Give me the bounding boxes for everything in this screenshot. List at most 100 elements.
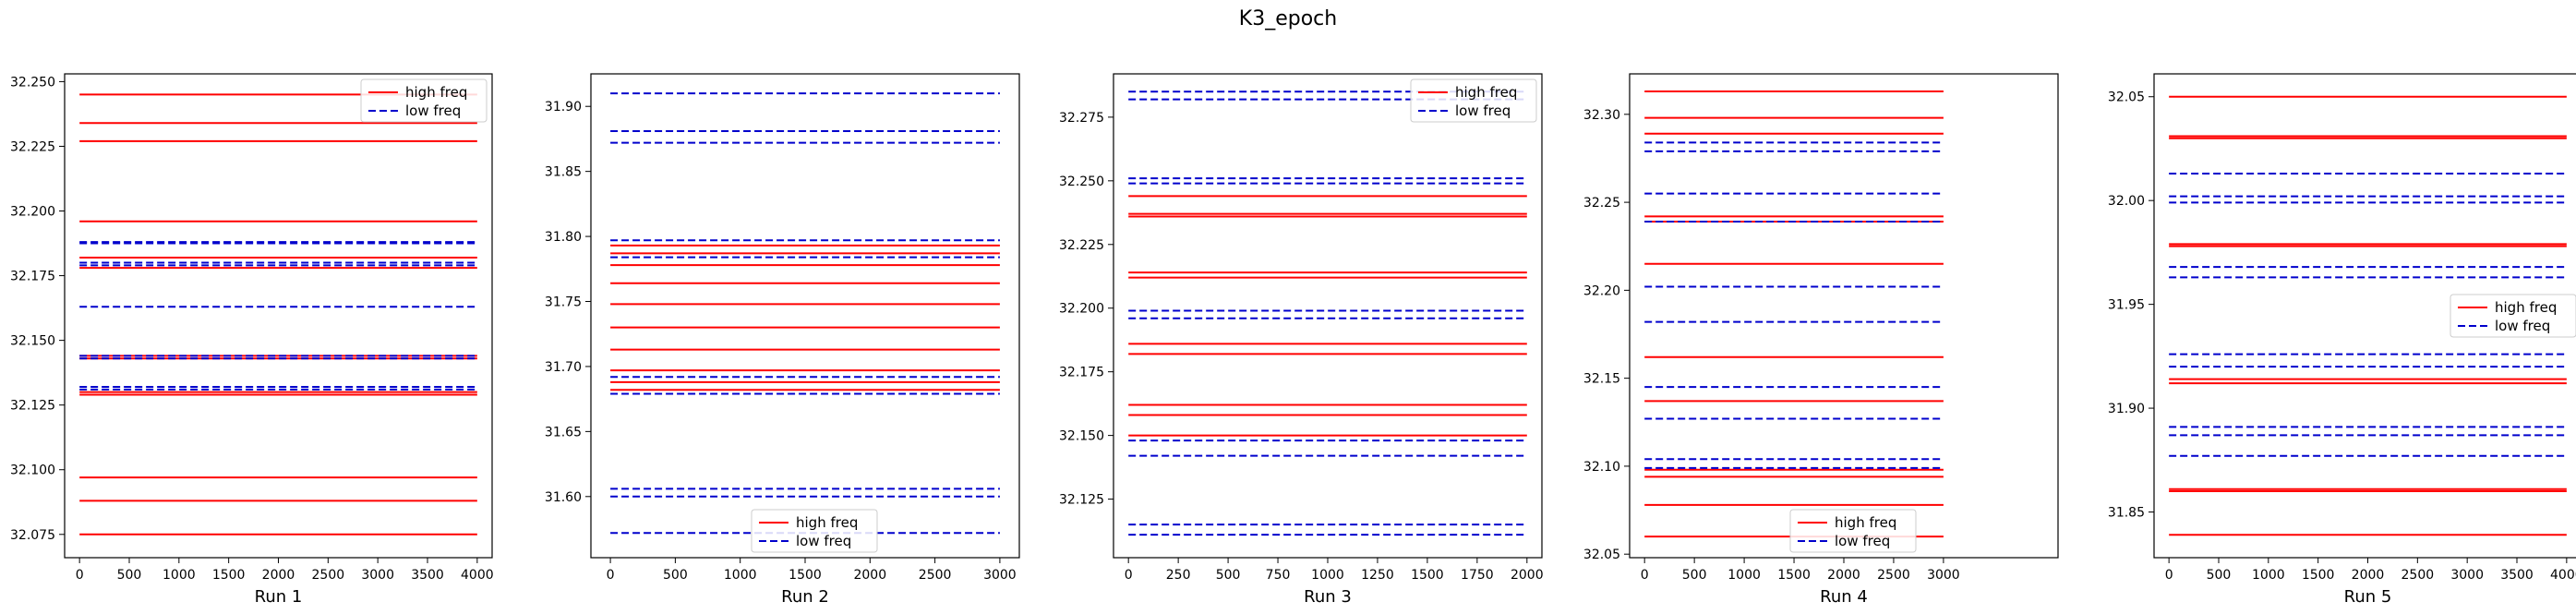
y-tick-label: 31.70 [545,360,582,375]
x-tick-label: 2500 [1877,568,1910,583]
x-tick-label: 2000 [262,568,295,583]
high-freq-legend-label: high freq [796,514,858,531]
low-freq-legend-label: low freq [405,102,461,119]
high-freq-legend-label: high freq [405,84,467,101]
y-tick-label: 32.225 [1059,238,1104,253]
x-axis-label: Run 4 [1820,587,1868,607]
x-axis-label: Run 2 [781,587,829,607]
x-tick-label: 1000 [2252,568,2285,583]
y-tick-label: 32.200 [10,205,55,220]
legend: high freq low freq [2450,294,2576,338]
x-tick-label: 500 [663,568,688,583]
x-tick-label: 1000 [724,568,757,583]
y-tick-label: 31.60 [545,490,582,505]
x-tick-label: 3500 [2500,568,2534,583]
x-tick-label: 2500 [919,568,952,583]
y-tick-label: 32.200 [1059,302,1104,317]
x-tick-label: 2000 [853,568,886,583]
low-freq-legend-label: low freq [2495,318,2550,334]
y-tick-label: 32.100 [10,464,55,478]
y-tick-label: 31.85 [545,165,582,180]
x-tick-label: 1500 [1777,568,1811,583]
x-tick-label: 2500 [2401,568,2435,583]
x-tick-label: 4000 [2550,568,2576,583]
x-tick-label: 1500 [788,568,822,583]
x-tick-label: 3500 [411,568,444,583]
x-tick-label: 1500 [212,568,246,583]
x-tick-label: 500 [1682,568,1707,583]
x-tick-label: 500 [2207,568,2232,583]
y-tick-label: 31.75 [545,295,582,310]
subplots: 0 500 1000 1500 2000 2500 3000 3500 400032.07532… [10,73,2576,607]
y-tick-label: 32.075 [10,528,55,543]
x-tick-label: 0 [76,568,84,583]
low-freq-legend-label: low freq [1835,533,1890,549]
y-tick-label: 32.15 [1583,372,1620,387]
x-tick-label: 2000 [1827,568,1860,583]
y-tick-label: 32.275 [1059,111,1104,126]
y-tick-label: 32.175 [10,270,55,284]
subplot-run-1: 0 500 1000 1500 2000 2500 3000 3500 4000 32.075 32… [10,73,494,607]
x-tick-label: 2000 [2352,568,2385,583]
x-tick-label: 0 [607,568,615,583]
x-tick-label: 2500 [312,568,345,583]
y-tick-label: 32.125 [1059,493,1104,508]
figure-title: K3_epoch [1239,7,1337,30]
y-tick-label: 32.150 [10,334,55,349]
y-tick-label: 32.30 [1583,108,1620,123]
y-tick-label: 32.00 [2108,194,2145,209]
x-axis-label: Run 5 [2344,587,2392,607]
y-tick-label: 32.05 [2108,90,2145,105]
y-tick-label: 32.225 [10,139,55,154]
high-freq-legend-label: high freq [1835,514,1896,531]
y-tick-label: 31.65 [545,425,582,439]
legend: high freq low freq [751,509,878,553]
x-tick-label: 500 [117,568,142,583]
y-tick-label: 32.20 [1583,283,1620,298]
x-tick-label: 1500 [1411,568,1444,583]
y-tick-label: 32.250 [1059,175,1104,189]
subplot-run-4: 0 500 1000 1500 2000 2500 3000 32.05 32.10 32.15 3… [1583,73,2059,607]
x-tick-label: 250 [1166,568,1191,583]
x-tick-label: 750 [1266,568,1291,583]
x-tick-label: 1250 [1361,568,1394,583]
x-tick-label: 1750 [1461,568,1494,583]
y-tick-label: 31.85 [2108,506,2145,521]
x-tick-label: 1000 [1727,568,1761,583]
legend: high freq low freq [1789,509,1917,553]
x-tick-label: 1000 [1311,568,1344,583]
x-tick-label: 0 [1125,568,1133,583]
low-freq-legend-label: low freq [1455,102,1511,119]
y-tick-label: 32.175 [1059,366,1104,380]
x-tick-label: 2000 [1511,568,1544,583]
y-tick-label: 31.95 [2108,298,2145,313]
x-tick-label: 1500 [2302,568,2335,583]
x-tick-label: 500 [1216,568,1241,583]
x-tick-label: 0 [1641,568,1649,583]
y-tick-label: 32.10 [1583,460,1620,475]
x-tick-label: 3000 [1927,568,1960,583]
y-tick-label: 31.80 [545,230,582,245]
y-tick-label: 32.05 [1583,548,1620,562]
y-tick-label: 32.125 [10,399,55,414]
subplot-run-3: 0 250 500 750 1000 1250 1500 1750 2000 32.125 32.1… [1059,73,1544,607]
subplot-run-2: 0 500 1000 1500 2000 2500 3000 31.60 31.65 31.70 3… [545,73,1020,607]
y-tick-label: 31.90 [545,100,582,114]
x-tick-label: 0 [2165,568,2173,583]
low-freq-legend-label: low freq [796,533,851,549]
x-tick-label: 1000 [163,568,196,583]
x-tick-label: 3000 [361,568,394,583]
x-tick-label: 3000 [983,568,1017,583]
y-tick-label: 32.150 [1059,429,1104,444]
y-tick-label: 31.90 [2108,402,2145,416]
x-axis-label: Run 3 [1304,587,1352,607]
y-tick-label: 32.25 [1583,196,1620,211]
high-freq-legend-label: high freq [2495,299,2557,316]
subplot-run-5: 0 500 1000 1500 2000 2500 3000 3500 4000 31.85 31.… [2108,73,2576,607]
y-tick-label: 32.250 [10,75,55,90]
high-freq-legend-label: high freq [1455,84,1517,101]
x-tick-label: 3000 [2450,568,2484,583]
x-tick-label: 4000 [461,568,494,583]
